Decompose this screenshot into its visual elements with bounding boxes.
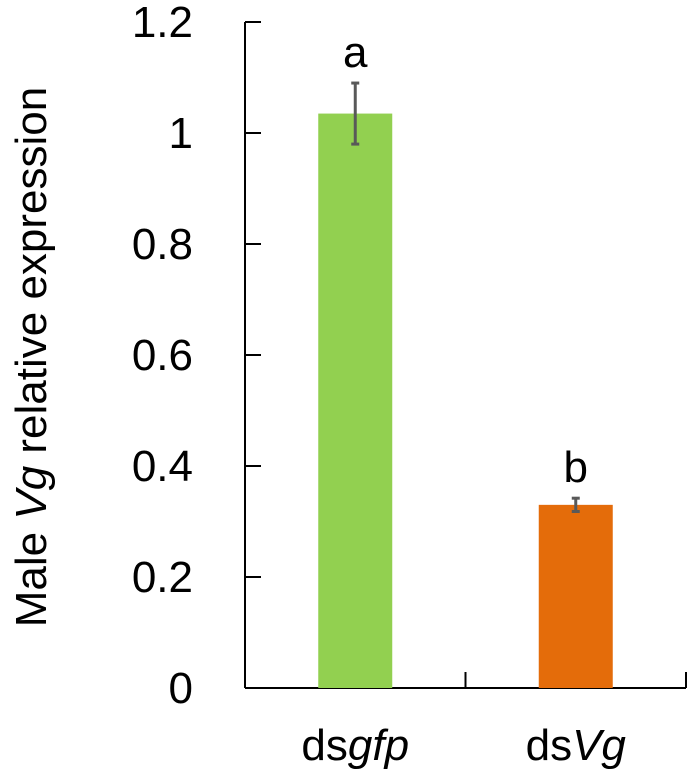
error-bars — [351, 81, 580, 514]
x-category-label: dsVg — [526, 721, 627, 770]
x-axis — [245, 672, 687, 689]
y-tick-label: 0.6 — [132, 331, 193, 380]
significance-letter: b — [564, 443, 588, 492]
y-tick-label: 1 — [169, 109, 193, 158]
x-category-label: dsgfp — [301, 721, 409, 770]
bar — [538, 504, 613, 688]
y-axis-title: Male Vg relative expression — [7, 87, 56, 628]
error-bar — [571, 496, 580, 514]
y-axis: 0 0.2 0.4 0.6 0.8 1 1.2 — [132, 0, 261, 713]
significance-letters: ab — [343, 28, 588, 492]
y-tick-label: 0.4 — [132, 442, 193, 491]
bar — [318, 113, 393, 688]
bars — [318, 113, 613, 688]
y-tick-label: 0.2 — [132, 553, 193, 602]
error-bar — [351, 81, 360, 146]
y-tick-label: 0.8 — [132, 220, 193, 269]
x-category-labels: dsgfp dsVg — [301, 721, 626, 770]
significance-letter: a — [343, 28, 368, 77]
y-tick-label: 0 — [169, 664, 193, 713]
y-tick-label: 1.2 — [132, 0, 193, 47]
